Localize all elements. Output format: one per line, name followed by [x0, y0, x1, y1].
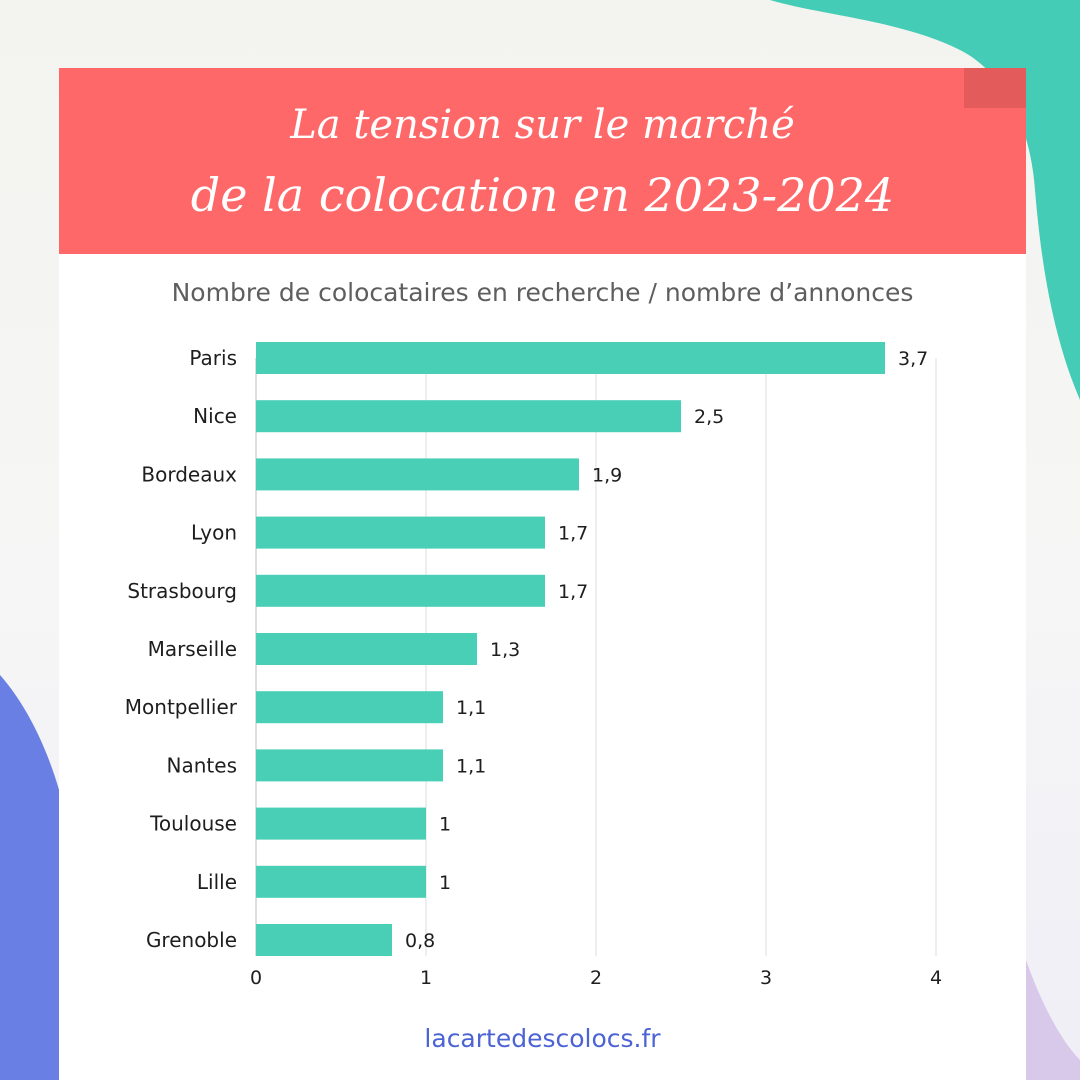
- category-label: Grenoble: [146, 928, 237, 952]
- bars: [256, 342, 885, 956]
- bar: [256, 516, 545, 549]
- category-label: Lyon: [191, 521, 237, 545]
- title-banner: La tension sur le marché de la colocatio…: [59, 68, 1026, 254]
- value-label: 1,3: [490, 639, 520, 661]
- category-label: Montpellier: [125, 695, 238, 719]
- bar: [256, 458, 579, 491]
- title-line-1: La tension sur le marché: [290, 102, 795, 148]
- bar: [256, 749, 443, 782]
- bar: [256, 574, 545, 607]
- value-label: 1,1: [456, 755, 486, 777]
- x-axis-ticks: 0 1 2 3 4: [250, 967, 942, 989]
- value-labels: 3,7 2,5 1,9 1,7 1,7 1,3 1,1 1,1 1 1 0,8: [405, 348, 928, 952]
- value-label: 1,9: [592, 464, 622, 486]
- category-label: Lille: [197, 870, 237, 894]
- footer-link[interactable]: lacartedescolocs.fr: [424, 1024, 661, 1053]
- category-label: Strasbourg: [127, 579, 237, 603]
- category-label: Nice: [193, 404, 237, 428]
- x-tick-label: 2: [590, 967, 602, 989]
- value-label: 1,1: [456, 697, 486, 719]
- chart-card: La tension sur le marché de la colocatio…: [59, 68, 1026, 1080]
- x-tick-label: 4: [930, 967, 942, 989]
- bar: [256, 342, 885, 374]
- category-label: Paris: [189, 346, 237, 370]
- value-label: 0,8: [405, 930, 435, 952]
- title-line-2: de la colocation en 2023-2024: [190, 168, 895, 222]
- value-label: 2,5: [694, 406, 724, 428]
- x-tick-label: 3: [760, 967, 772, 989]
- value-label: 3,7: [898, 348, 928, 370]
- category-label: Nantes: [167, 753, 237, 777]
- x-tick-label: 1: [420, 967, 432, 989]
- category-label: Toulouse: [149, 812, 237, 836]
- value-label: 1: [439, 814, 451, 836]
- bar: [256, 865, 426, 898]
- bar: [256, 633, 477, 665]
- category-labels: Paris Nice Bordeaux Lyon Strasbourg Marseille…: [125, 346, 238, 952]
- value-label: 1,7: [558, 523, 588, 545]
- category-label: Bordeaux: [141, 462, 237, 486]
- chart-subtitle: Nombre de colocataires en recherche / no…: [171, 278, 914, 307]
- category-label: Marseille: [148, 637, 237, 661]
- banner-corner-accent: [964, 68, 1026, 108]
- bar-chart: Paris Nice Bordeaux Lyon Strasbourg Marseille…: [125, 342, 942, 989]
- bar: [256, 924, 392, 956]
- bar: [256, 691, 443, 724]
- value-label: 1,7: [558, 581, 588, 603]
- bar: [256, 807, 426, 840]
- x-tick-label: 0: [250, 967, 262, 989]
- value-label: 1: [439, 872, 451, 894]
- bar: [256, 400, 681, 433]
